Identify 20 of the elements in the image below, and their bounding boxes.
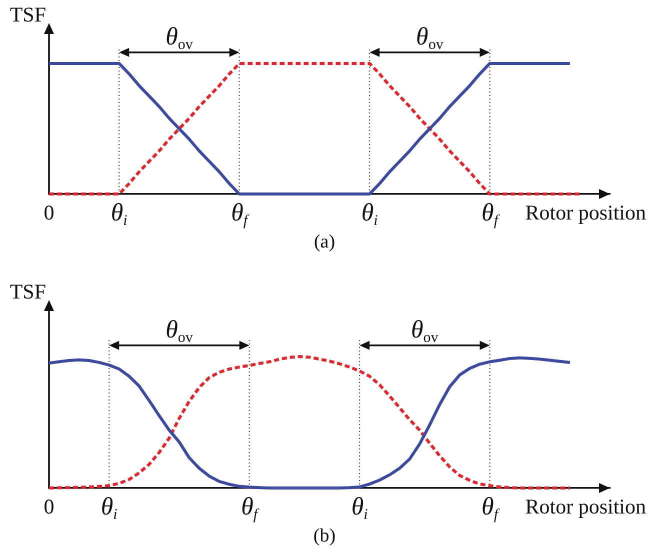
x-tick-label: θ$_{f}$ [231, 200, 248, 229]
x-tick-label: θ$_{i}$ [100, 494, 118, 523]
text: θ$_{ov}$ [416, 24, 444, 54]
text: θ$_{ov}$ [166, 316, 193, 346]
x-axis-title: Rotor position [525, 200, 646, 224]
x-tick-label: θ$_{f}$ [241, 494, 258, 523]
x-tick-label: θ$_{f}$ [482, 200, 498, 229]
x-tick-label: 0 [44, 494, 54, 518]
x-tick-label: θ$_{i}$ [110, 200, 128, 229]
x-axis-title: Rotor position [525, 494, 646, 518]
x-tick-label: θ$_{i}$ [351, 494, 368, 523]
x-tick-label: 0 [44, 200, 54, 224]
x-tick-label: θ$_{f}$ [482, 494, 498, 523]
text: θ$_{ov}$ [411, 316, 438, 346]
y-axis-title: TSF [10, 2, 46, 26]
text: θ$_{ov}$ [166, 24, 193, 54]
x-tick-label: θ$_{i}$ [361, 200, 378, 229]
text: (b) [313, 526, 336, 546]
y-axis-title: TSF [10, 280, 46, 304]
text: (a) [314, 232, 336, 252]
